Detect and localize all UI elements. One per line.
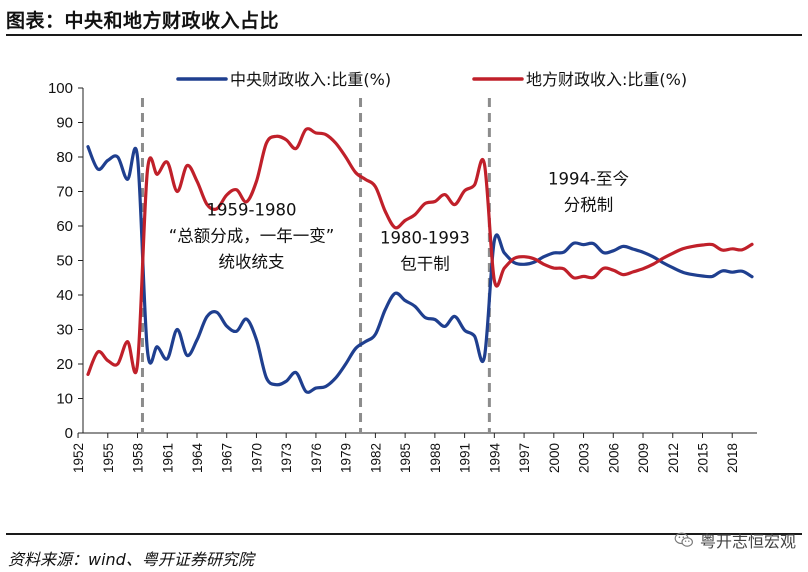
title-rule [6,34,802,36]
period-annotation-p2: 1980-1993 [380,228,470,247]
x-tick-label: 2009 [636,443,651,473]
y-tick-label: 40 [56,287,73,304]
x-tick-label: 1970 [249,443,264,473]
source-note: 资料来源：wind、粤开证券研究院 [8,550,254,569]
x-tick-label: 1982 [368,443,383,473]
x-tick-label: 2015 [695,443,710,473]
x-tick-label: 1958 [131,443,146,473]
period-annotation-p3: 1994-至今 [548,170,629,189]
x-tick-label: 1997 [517,443,532,473]
x-tick-label: 1973 [279,443,294,473]
x-tick-label: 2018 [725,443,740,473]
x-tick-label: 1979 [339,443,354,473]
period-annotation-p1: “总额分成，一年一变” [169,227,335,246]
x-tick-label: 2000 [547,443,562,473]
series-central-line [86,145,754,394]
x-tick-label: 1955 [101,443,116,473]
x-tick-label: 1967 [220,443,235,473]
legend-label: 中央财政收入:比重(%) [230,70,391,89]
watermark-text: 粤开志恒宏观 [699,532,796,551]
wechat-icon [674,532,693,547]
x-tick-label: 2003 [577,443,592,473]
period-annotation-p1: 统收统支 [219,253,285,272]
y-tick-label: 20 [56,356,73,373]
x-tick-label: 2006 [606,443,621,473]
x-tick-label: 1976 [309,443,324,473]
chart-title: 图表：中央和地方财政收入占比 [6,10,280,32]
y-tick-label: 60 [56,218,73,235]
x-tick-label: 2012 [666,443,681,473]
x-tick-label: 1964 [190,443,205,474]
line-chart: 0 10 20 30 40 50 60 70 80 90 100 1952 1955 1958 1961 19… [48,70,757,474]
y-tick-label: 10 [56,391,73,408]
x-tick-label: 1961 [160,443,175,473]
y-tick-label: 70 [56,184,73,201]
x-tick-label: 1988 [428,443,443,473]
x-tick-label: 1994 [487,443,502,474]
y-tick-label: 80 [56,149,73,166]
period-annotation-p3: 分税制 [564,196,614,215]
period-annotation-p1: 1959-1980 [207,201,297,220]
x-tick-label: 1952 [71,443,86,473]
x-tick-label: 1991 [458,443,473,473]
y-tick-label: 0 [65,425,73,442]
y-tick-label: 30 [56,322,73,339]
legend-label: 地方财政收入:比重(%) [526,70,687,89]
y-tick-label: 100 [48,80,73,97]
footer-rule [6,533,802,535]
series-local-line [86,127,754,376]
watermark: 粤开志恒宏观 [674,528,796,552]
period-annotation-p2: 包干制 [400,254,450,273]
x-tick-label: 1985 [398,443,413,473]
y-tick-label: 50 [56,253,73,270]
y-tick-label: 90 [56,115,73,132]
